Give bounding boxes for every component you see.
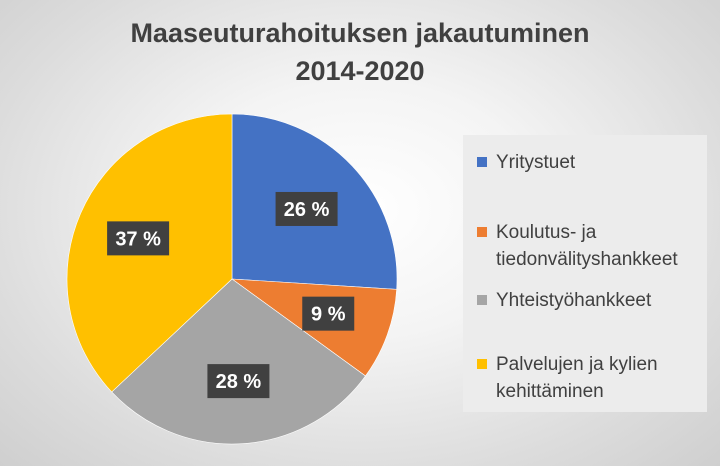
- legend-swatch: [477, 295, 487, 305]
- data-label-yhteistyo: 28 %: [207, 364, 270, 399]
- pie-slice-yhteistyo: [111, 278, 366, 445]
- legend-label: Yhteistyöhankkeet: [496, 287, 711, 314]
- data-label-box: [107, 221, 170, 256]
- data-label-text: 26 %: [284, 199, 330, 221]
- legend-swatch: [477, 227, 487, 237]
- data-label-text: 37 %: [115, 228, 161, 250]
- legend-label-line: tiedonvälityshankkeet: [496, 249, 678, 270]
- data-label-yritystuet: 26 %: [275, 191, 338, 226]
- legend-swatch: [477, 157, 487, 167]
- data-label-koulutus: 9 %: [302, 296, 355, 331]
- data-label-text: 9 %: [311, 304, 346, 326]
- data-label-box: [207, 364, 270, 399]
- legend-label: Palvelujen ja kylien kehittäminen: [496, 351, 711, 405]
- legend-label: Yritystuet: [496, 149, 711, 176]
- legend-label-line: Koulutus- ja: [496, 222, 597, 243]
- legend-label: Koulutus- ja tiedonvälityshankkeet: [496, 219, 711, 273]
- data-label-palvelut: 37 %: [107, 221, 170, 256]
- data-label-box: [302, 296, 355, 331]
- chart-title-line-1: Maaseuturahoituksen jakautuminen: [130, 18, 590, 48]
- legend-swatch: [477, 359, 487, 369]
- legend-label-line: kehittäminen: [496, 381, 604, 402]
- data-label-text: 28 %: [216, 371, 262, 393]
- data-label-box: [275, 191, 338, 226]
- chart-title-line-2: 2014-2020: [295, 56, 425, 86]
- legend-label-line: Yritystuet: [496, 152, 576, 173]
- legend: Yritystuet Koulutus- ja tiedonvälityshankk…: [463, 135, 707, 412]
- legend-label-line: Palvelujen ja kylien: [496, 354, 658, 375]
- legend-label-line: Yhteistyöhankkeet: [496, 290, 652, 311]
